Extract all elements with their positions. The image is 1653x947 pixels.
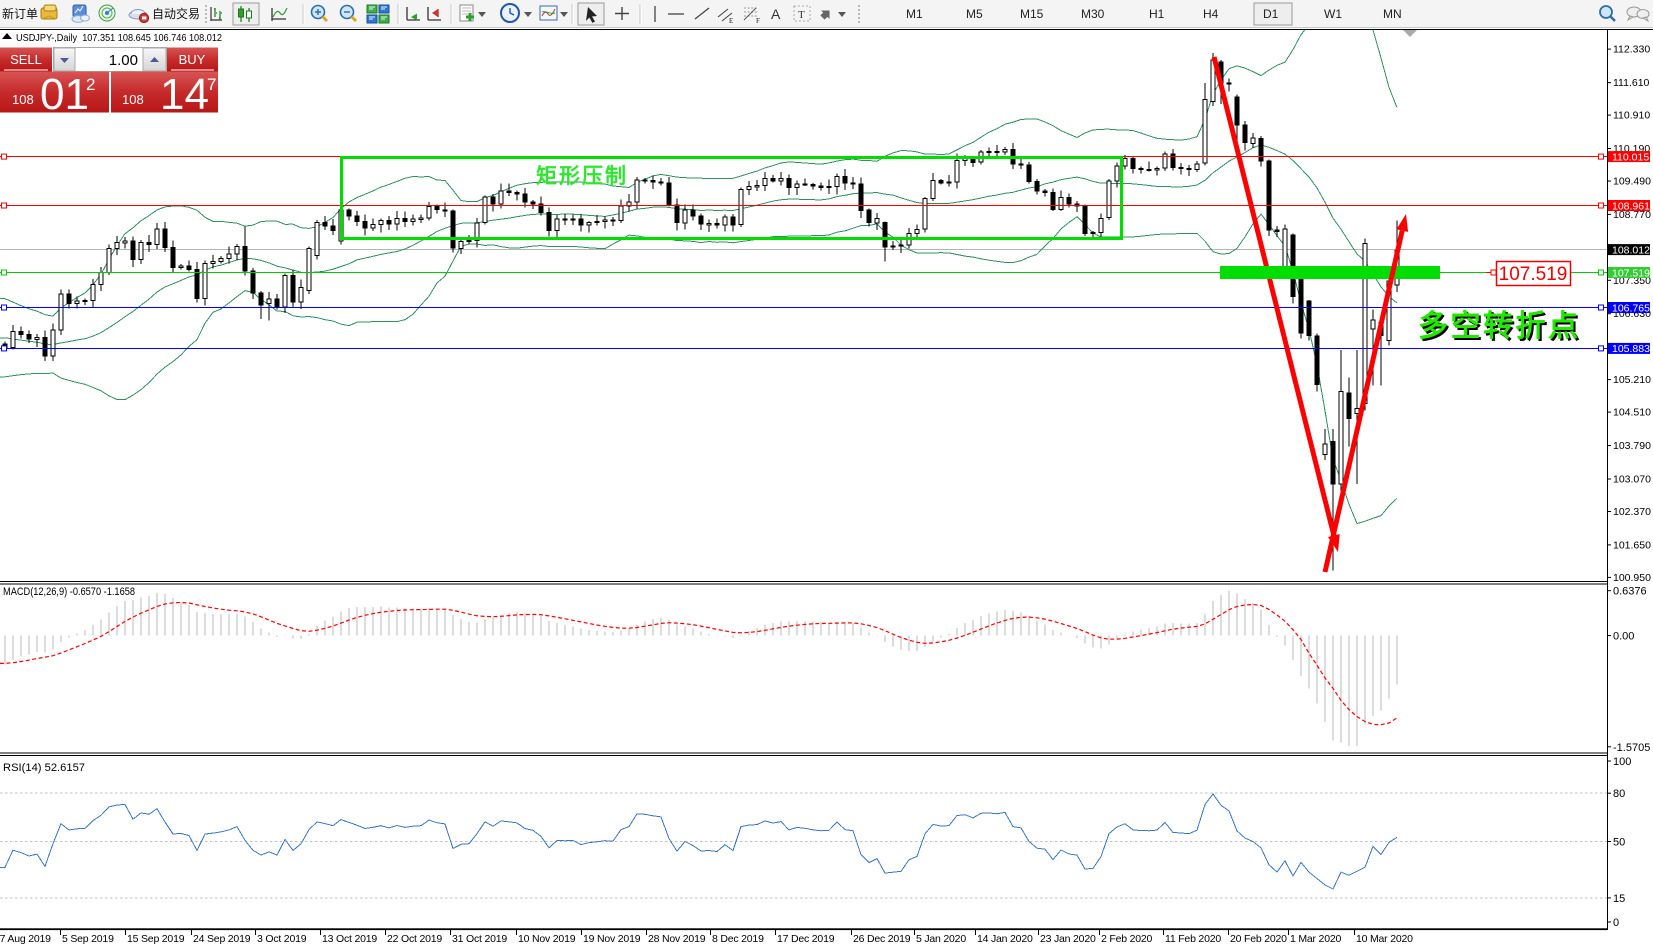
svg-text:D1: D1	[1263, 7, 1279, 21]
svg-text:F: F	[756, 17, 760, 25]
svg-text:112.330: 112.330	[1613, 44, 1650, 56]
svg-text:80: 80	[1613, 788, 1625, 800]
svg-text:111.610: 111.610	[1613, 77, 1650, 89]
svg-text:107.519: 107.519	[1612, 267, 1650, 279]
svg-text:15 Sep 2019: 15 Sep 2019	[127, 933, 185, 945]
svg-text:108: 108	[12, 92, 34, 107]
svg-text:5 Jan 2020: 5 Jan 2020	[916, 933, 966, 945]
svg-text:RSI(14) 52.6157: RSI(14) 52.6157	[3, 762, 85, 774]
svg-text:矩形压制: 矩形压制	[536, 164, 628, 188]
svg-text:26 Dec 2019: 26 Dec 2019	[853, 933, 911, 945]
svg-text:0.6376: 0.6376	[1613, 586, 1647, 598]
svg-text:W1: W1	[1324, 7, 1342, 21]
svg-text:108: 108	[122, 92, 144, 107]
svg-text:10 Mar 2020: 10 Mar 2020	[1356, 933, 1413, 945]
svg-text:24 Sep 2019: 24 Sep 2019	[193, 933, 251, 945]
svg-text:108.770: 108.770	[1613, 209, 1651, 221]
svg-text:MACD(12,26,9) -0.6570 -1.1658: MACD(12,26,9) -0.6570 -1.1658	[3, 586, 135, 598]
svg-text:2: 2	[86, 75, 95, 94]
svg-text:27 Aug 2019: 27 Aug 2019	[0, 933, 51, 945]
svg-text:T: T	[798, 9, 805, 21]
svg-text:0.00: 0.00	[1613, 631, 1634, 643]
svg-text:8 Dec 2019: 8 Dec 2019	[712, 933, 764, 945]
svg-text:多空转折点: 多空转折点	[1420, 312, 1583, 345]
svg-text:103.790: 103.790	[1613, 440, 1651, 452]
svg-text:23 Jan 2020: 23 Jan 2020	[1040, 933, 1096, 945]
svg-text:-1.5705: -1.5705	[1613, 742, 1650, 754]
svg-text:100.950: 100.950	[1613, 572, 1651, 584]
svg-text:17 Dec 2019: 17 Dec 2019	[777, 933, 835, 945]
svg-text:MN: MN	[1383, 7, 1402, 21]
svg-text:7: 7	[207, 75, 216, 94]
svg-text:0: 0	[1613, 917, 1619, 929]
svg-text:108.961: 108.961	[1612, 200, 1650, 212]
svg-text:自动交易: 自动交易	[152, 6, 200, 21]
svg-text:M15: M15	[1020, 7, 1044, 21]
svg-text:1.00: 1.00	[109, 52, 138, 69]
svg-text:多空转折点: 多空转折点	[1418, 310, 1581, 343]
svg-text:M1: M1	[906, 7, 923, 21]
svg-text:28 Nov 2019: 28 Nov 2019	[648, 933, 706, 945]
svg-text:105.210: 105.210	[1613, 374, 1651, 386]
svg-text:H4: H4	[1203, 7, 1219, 21]
svg-text:BUY: BUY	[179, 52, 206, 67]
svg-text:3 Oct 2019: 3 Oct 2019	[257, 933, 307, 945]
svg-text:01: 01	[40, 70, 89, 119]
svg-text:M5: M5	[966, 7, 983, 21]
svg-text:USDJPY-,Daily 107.351 108.645: USDJPY-,Daily 107.351 108.645 106.746 10…	[16, 33, 222, 44]
svg-text:H1: H1	[1149, 7, 1165, 21]
svg-text:19 Nov 2019: 19 Nov 2019	[583, 933, 641, 945]
svg-text:101.650: 101.650	[1613, 539, 1651, 551]
svg-text:110.015: 110.015	[1612, 151, 1649, 163]
svg-text:A: A	[771, 6, 781, 22]
svg-text:108.012: 108.012	[1612, 244, 1650, 256]
svg-text:100: 100	[1613, 756, 1631, 768]
svg-text:110.910: 110.910	[1613, 110, 1650, 122]
svg-text:新订单: 新订单	[2, 6, 38, 21]
svg-text:14 Jan 2020: 14 Jan 2020	[977, 933, 1033, 945]
svg-text:11 Feb 2020: 11 Feb 2020	[1165, 933, 1221, 945]
svg-text:22 Oct 2019: 22 Oct 2019	[387, 933, 442, 945]
svg-text:1 Mar 2020: 1 Mar 2020	[1290, 933, 1341, 945]
svg-text:SELL: SELL	[10, 52, 42, 67]
svg-text:14: 14	[160, 70, 209, 119]
svg-text:102.370: 102.370	[1613, 506, 1651, 518]
svg-text:104.510: 104.510	[1613, 407, 1651, 419]
svg-text:20 Feb 2020: 20 Feb 2020	[1230, 933, 1287, 945]
svg-text:103.070: 103.070	[1613, 474, 1651, 486]
svg-text:109.490: 109.490	[1613, 176, 1651, 188]
svg-text:106.765: 106.765	[1612, 302, 1650, 314]
svg-text:2 Feb 2020: 2 Feb 2020	[1101, 933, 1152, 945]
svg-text:10 Nov 2019: 10 Nov 2019	[518, 933, 576, 945]
svg-text:5 Sep 2019: 5 Sep 2019	[62, 933, 114, 945]
svg-text:15: 15	[1613, 893, 1625, 905]
svg-text:13 Oct 2019: 13 Oct 2019	[322, 933, 377, 945]
svg-text:105.883: 105.883	[1612, 343, 1650, 355]
svg-text:107.519: 107.519	[1499, 264, 1568, 285]
svg-text:E: E	[729, 17, 733, 25]
svg-text:31 Oct 2019: 31 Oct 2019	[452, 933, 507, 945]
svg-text:M30: M30	[1081, 7, 1105, 21]
svg-text:50: 50	[1613, 837, 1625, 849]
